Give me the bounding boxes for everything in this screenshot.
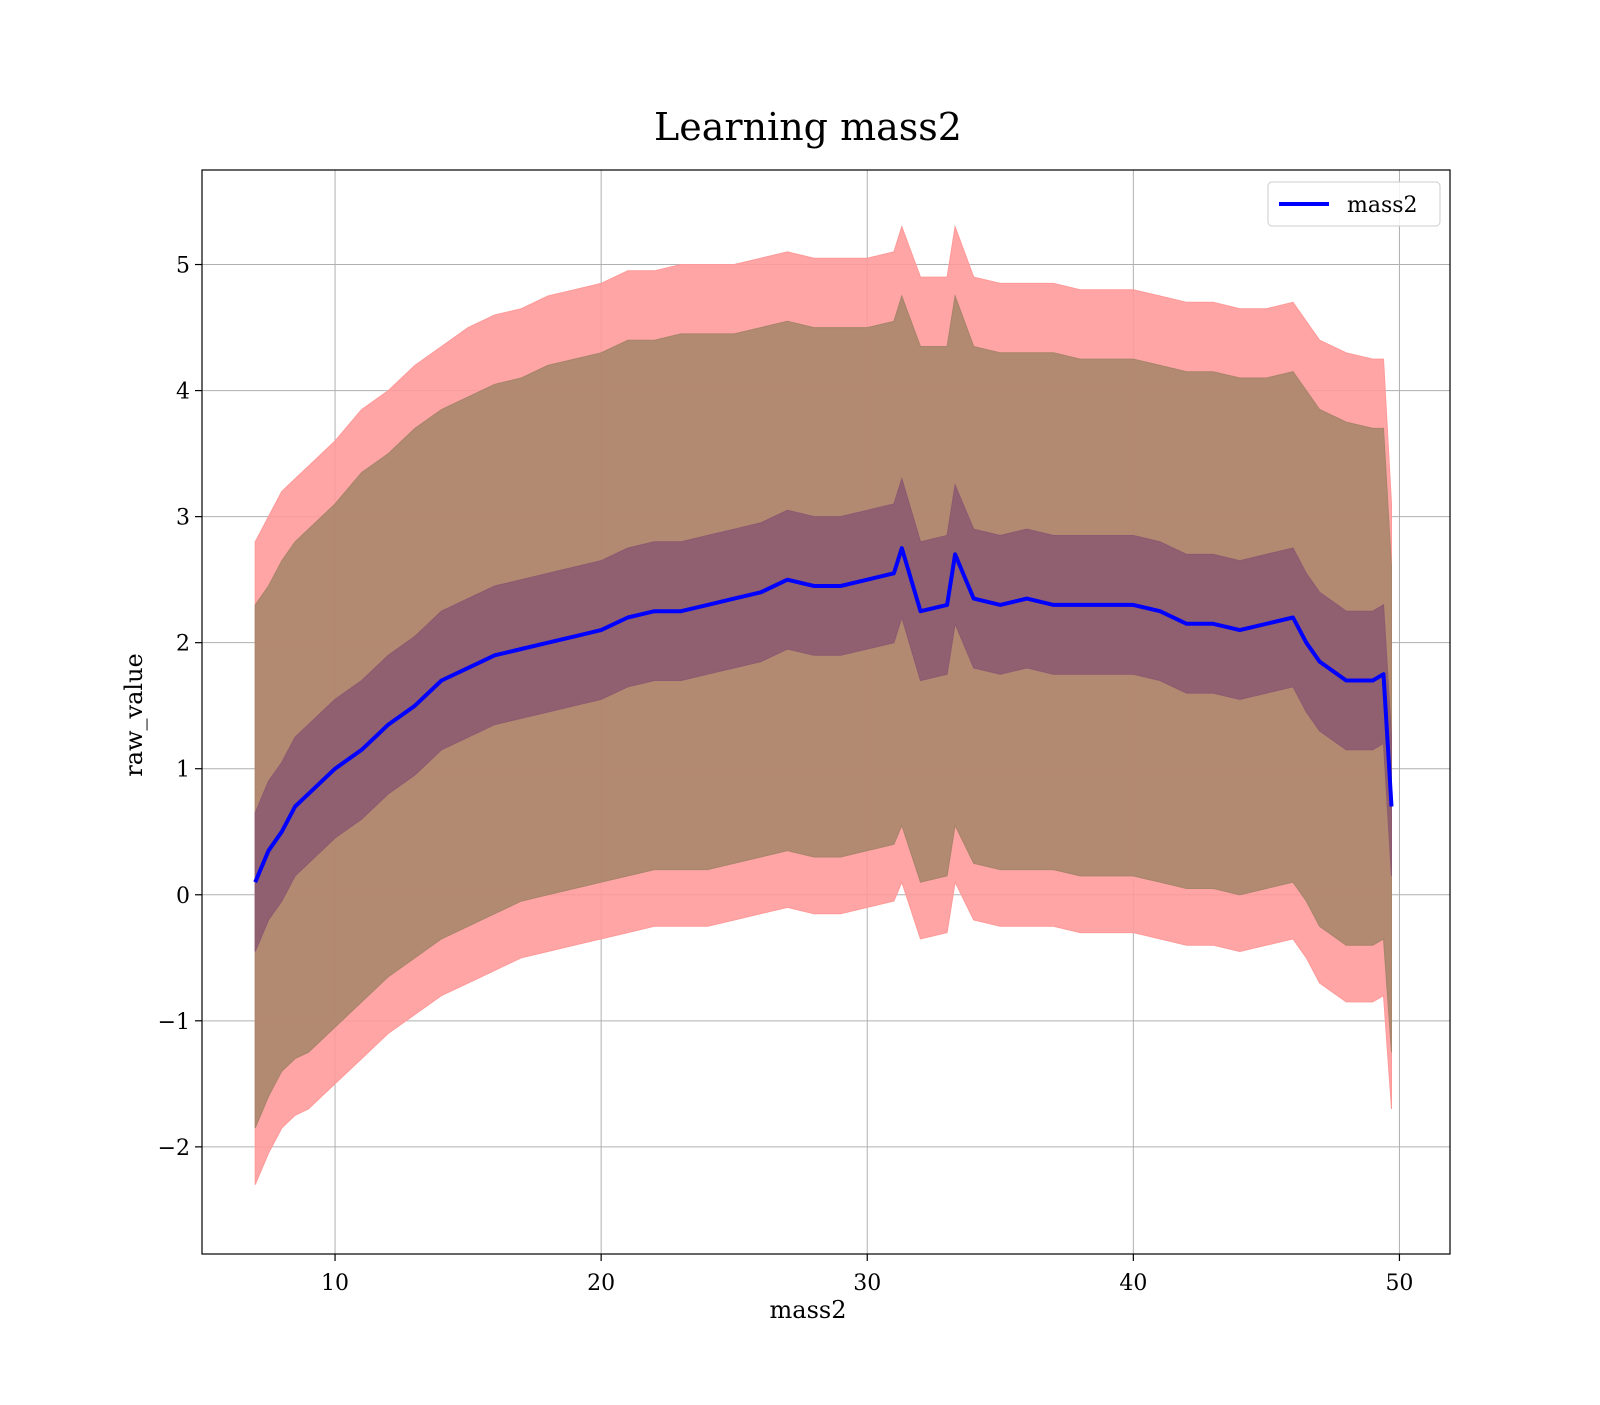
- y-tick-label: 5: [176, 254, 190, 279]
- series-line-mass2: [253, 546, 1394, 883]
- legend-box: [1267, 181, 1441, 227]
- x-tick-label: 20: [587, 1271, 615, 1296]
- x-tick-label: 10: [321, 1271, 349, 1296]
- x-tick-label: 50: [1385, 1271, 1413, 1296]
- series-lines: [253, 546, 1394, 883]
- chart-title: Learning mass2: [654, 105, 962, 149]
- y-tick-label: 0: [176, 884, 190, 909]
- legend: mass2: [1267, 181, 1441, 227]
- y-tick-label: 1: [176, 758, 190, 783]
- y-tick-label: −1: [158, 1010, 190, 1035]
- axes-frame: [201, 169, 1451, 1255]
- y-tick-label: 3: [176, 506, 190, 531]
- band-inner: [254, 477, 1392, 952]
- band-middle: [254, 294, 1392, 1129]
- legend-label-mass2: mass2: [1347, 193, 1418, 218]
- y-tick-label: −2: [158, 1136, 190, 1161]
- y-tick-label: 4: [176, 380, 190, 405]
- x-axis-label: mass2: [770, 1296, 847, 1324]
- y-tick-label: 2: [176, 632, 190, 657]
- x-tick-label: 30: [853, 1271, 881, 1296]
- confidence-bands: [254, 224, 1392, 1185]
- y-axis-ticks: −2 −1 0 1 2 3 4 5: [158, 254, 202, 1161]
- x-axis-ticks: 10 20 30 40 50: [321, 1254, 1413, 1296]
- y-axis-label: raw_value: [120, 653, 148, 777]
- x-tick-label: 40: [1119, 1271, 1147, 1296]
